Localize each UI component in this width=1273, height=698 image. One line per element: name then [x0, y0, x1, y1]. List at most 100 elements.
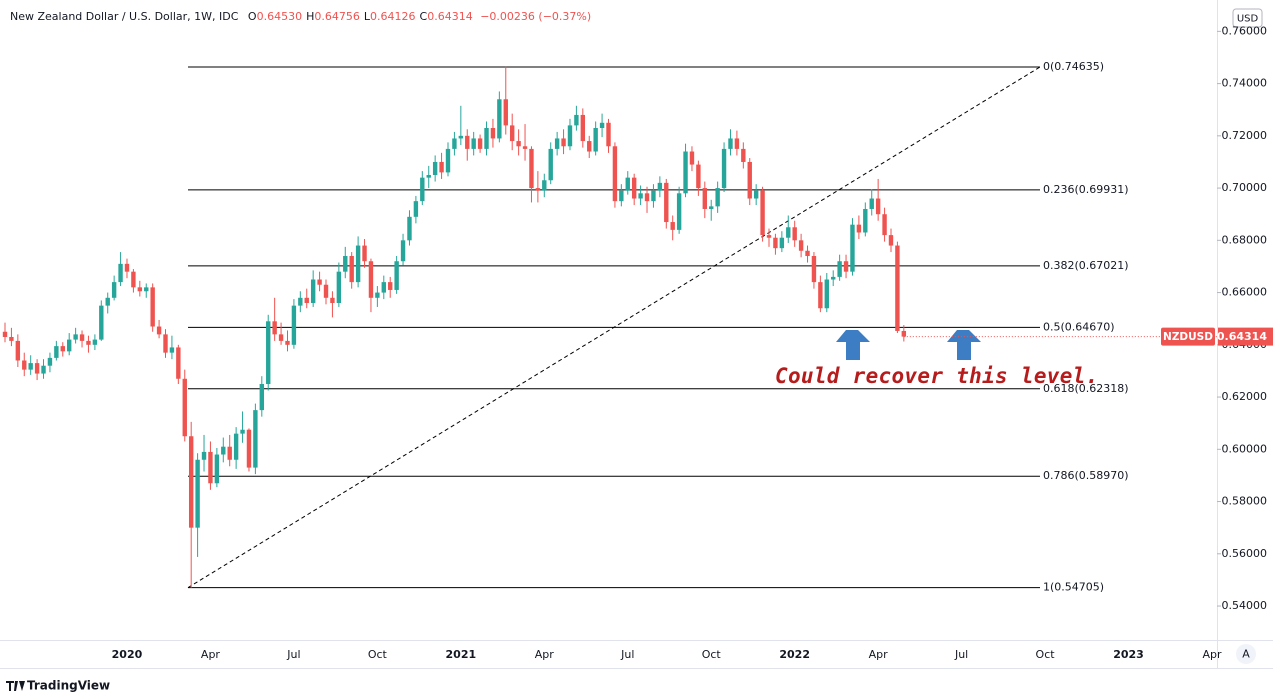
currency-box[interactable] — [1232, 8, 1263, 28]
candle-body — [522, 146, 528, 149]
candle-body — [368, 261, 374, 298]
candle-body — [124, 263, 130, 272]
candle-body — [779, 237, 785, 249]
candle-body — [79, 334, 85, 341]
candle-body — [15, 340, 21, 361]
legend-header: New Zealand Dollar / U.S. Dollar, 1W, ID… — [10, 10, 591, 23]
candle-body — [471, 138, 476, 149]
x-tick-label: 2023 — [1113, 648, 1144, 661]
arrow-up-icon — [947, 330, 981, 360]
fib-level-label: 0.786(0.58970) — [1043, 469, 1129, 482]
candle-body — [529, 148, 534, 189]
candle-body — [2, 331, 8, 337]
candle-body — [465, 135, 470, 149]
candle-body — [73, 334, 78, 340]
candle-body — [28, 363, 33, 370]
arrow-up-icon — [836, 330, 870, 360]
candle-body — [285, 340, 290, 345]
candle-body — [163, 334, 168, 353]
ohlc-label: L — [363, 10, 371, 23]
candle-body — [266, 321, 271, 384]
candle-body — [195, 459, 200, 528]
ohlc-value: 0.64756 — [314, 10, 360, 23]
candle-body — [728, 138, 733, 149]
candle-body — [747, 161, 752, 199]
candle-body — [535, 188, 541, 191]
candle-body — [599, 122, 605, 128]
scale-button[interactable] — [1236, 644, 1256, 664]
candle-body — [888, 235, 894, 246]
ohlc-label: H — [306, 10, 315, 23]
candle-body — [811, 256, 817, 283]
y-tick-label: 0.60000 — [1222, 442, 1268, 455]
candle-body — [272, 321, 277, 335]
candle-body — [901, 330, 907, 337]
x-tick-label: 2021 — [446, 648, 477, 661]
candle-body — [548, 148, 553, 181]
candle-body — [362, 245, 367, 262]
y-tick-label: 0.68000 — [1222, 233, 1268, 246]
candle-body — [259, 384, 265, 411]
candle-body — [291, 305, 297, 345]
candle-body — [875, 198, 881, 215]
candle-body — [721, 148, 727, 189]
fib-trend-line — [187, 66, 1041, 589]
candle-body — [105, 297, 110, 306]
y-tick-label: 0.76000 — [1222, 24, 1268, 37]
candle-body — [201, 451, 207, 460]
ohlc-value: 0.64314 — [427, 10, 473, 23]
candle-body — [587, 141, 592, 152]
candle-body — [477, 138, 483, 149]
candle-body — [67, 339, 72, 352]
x-tick-label: 2020 — [112, 648, 143, 661]
ohlc-value: 0.64126 — [370, 10, 416, 23]
candle-body — [850, 224, 855, 272]
candle-body — [343, 256, 348, 272]
fib-level-label: 0.382(0.67021) — [1043, 259, 1129, 272]
symbol-badge-label: NZDUSD — [1163, 331, 1213, 343]
candle-body — [41, 365, 46, 374]
candle-body — [580, 114, 586, 142]
candle-body — [484, 128, 489, 149]
candle-body — [612, 146, 618, 202]
candle-body — [111, 282, 117, 298]
candle-body — [760, 190, 765, 236]
candle-body — [458, 135, 464, 139]
candle-body — [509, 125, 515, 142]
candle-body — [792, 227, 797, 241]
candle-body — [651, 190, 656, 202]
ohlc-label: C — [419, 10, 428, 23]
candle-body — [9, 336, 14, 341]
candle-body — [92, 339, 98, 345]
candle-body — [169, 347, 175, 353]
candle-body — [869, 198, 874, 209]
candle-body — [554, 138, 560, 149]
candle-body — [221, 446, 226, 455]
candle-body — [625, 177, 630, 191]
y-tick-label: 0.70000 — [1222, 181, 1268, 194]
candle-body — [619, 190, 624, 202]
x-tick-label: Oct — [702, 648, 722, 661]
candle-body — [638, 193, 643, 199]
candle-body — [683, 151, 688, 194]
fib-level-label: 0.5(0.64670) — [1043, 320, 1115, 333]
candle-body — [503, 99, 508, 126]
y-tick-label: 0.74000 — [1222, 77, 1268, 90]
candle-body — [882, 214, 887, 236]
price-badge-label: 0.64314 — [1217, 330, 1267, 343]
price-badge — [1218, 327, 1273, 346]
candle-body — [856, 224, 862, 233]
candle-body — [388, 282, 393, 290]
candle-body — [497, 99, 502, 139]
candle-body — [278, 334, 284, 341]
ohlc-value: 0.64530 — [256, 10, 303, 23]
candle-body — [766, 235, 772, 238]
currency-label: USD — [1237, 14, 1259, 25]
candle-body — [407, 216, 412, 241]
candle-body — [843, 261, 849, 272]
candle-body — [432, 161, 438, 176]
candle-body — [233, 433, 239, 460]
candle-body — [413, 201, 419, 217]
candle-body — [317, 279, 322, 285]
